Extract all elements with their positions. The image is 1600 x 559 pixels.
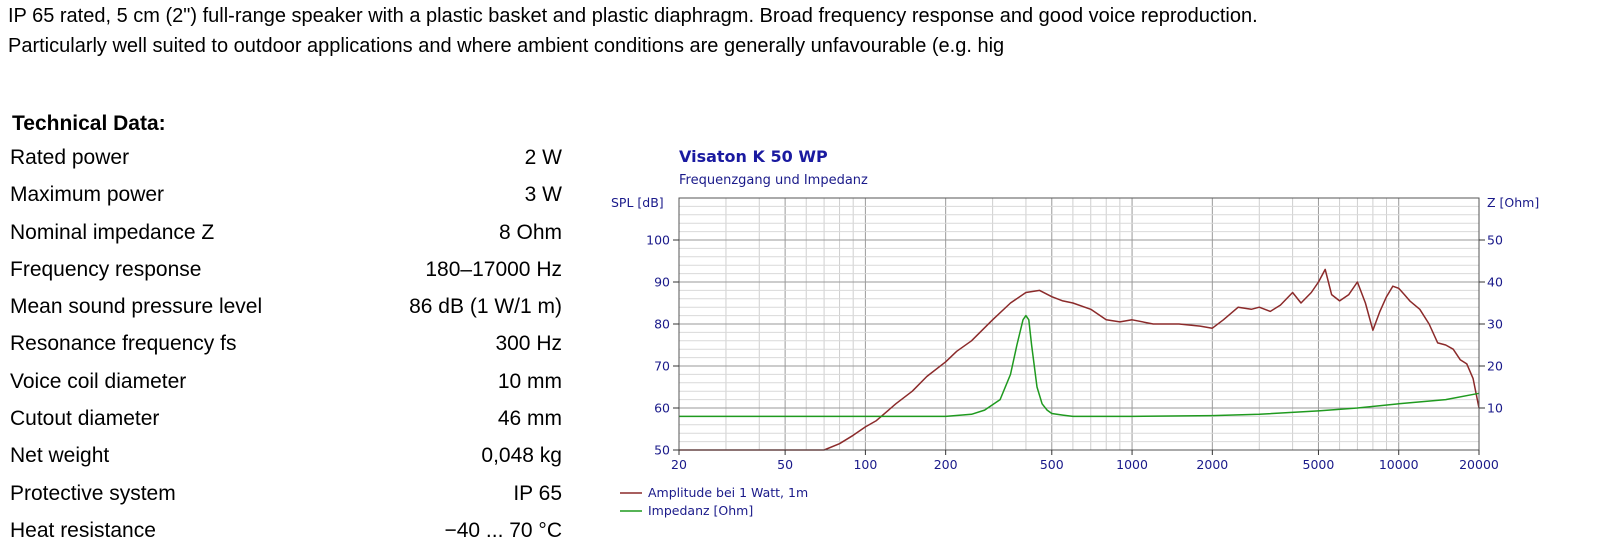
spec-label: Net weight [10, 444, 110, 468]
technical-data-table: Rated power 2 W Maximum power 3 W Nominal … [10, 142, 562, 552]
x-tick-label: 100 [853, 457, 877, 472]
spec-value: 0,048 kg [481, 444, 562, 468]
legend-label-amplitude: Amplitude bei 1 Watt, 1m [648, 485, 808, 500]
chart-subtitle: Frequenzgang und Impedanz [679, 173, 868, 188]
spec-value: IP 65 [513, 481, 562, 505]
spec-label: Resonance frequency fs [10, 332, 237, 356]
y-tick-label: 60 [654, 401, 670, 416]
y2-tick-label: 10 [1487, 401, 1503, 416]
y-tick-label: 70 [654, 359, 670, 374]
impedance-series-line [679, 314, 1480, 418]
spec-label: Heat resistance [10, 518, 156, 542]
legend: Amplitude bei 1 Watt, 1m Impedanz [Ohm] [620, 485, 808, 518]
x-tick-label: 20 [671, 457, 687, 472]
y-tick-label: 100 [646, 233, 670, 248]
spec-row-net-weight: Net weight 0,048 kg [10, 440, 562, 477]
spec-label: Mean sound pressure level [10, 295, 263, 319]
y2-axis-label: Z [Ohm] [1487, 195, 1539, 210]
x-tick-label: 1000 [1116, 457, 1148, 472]
amplitude-series-line [679, 268, 1480, 451]
x-tick-label: 50 [777, 457, 793, 472]
series-lines [679, 268, 1480, 451]
y-tick-label: 90 [654, 275, 670, 290]
spec-value: −40 ... 70 °C [444, 518, 562, 542]
spec-label: Voice coil diameter [10, 369, 187, 393]
spec-row-voice-coil-diameter: Voice coil diameter 10 mm [10, 366, 562, 403]
spec-row-rated-power: Rated power 2 W [10, 142, 562, 179]
frequency-impedance-chart: Visaton K 50 WP Frequenzgang und Impedan… [611, 147, 1539, 518]
spec-value: 300 Hz [495, 332, 562, 356]
spec-label: Protective system [10, 481, 176, 505]
y2-tick-label: 20 [1487, 359, 1503, 374]
spec-value: 2 W [524, 146, 562, 169]
x-tick-label: 5000 [1303, 457, 1335, 472]
y2-tick-label: 30 [1487, 317, 1503, 332]
spec-label: Cutout diameter [10, 407, 160, 431]
y-tick-label: 80 [654, 317, 670, 332]
spec-label: Rated power [10, 146, 130, 169]
axis-ticks: 20 50 100 200 500 1000 2000 5000 10000 2000050607… [646, 233, 1503, 473]
chart-title: Visaton K 50 WP [679, 147, 828, 166]
y2-tick-label: 40 [1487, 275, 1503, 290]
legend-label-impedance: Impedanz [Ohm] [648, 503, 753, 518]
spec-value: 180–17000 Hz [425, 257, 562, 281]
spec-row-mean-spl: Mean sound pressure level 86 dB (1 W/1 m) [10, 291, 562, 328]
spec-value: 8 Ohm [498, 220, 562, 244]
spec-value: 3 W [524, 183, 562, 207]
y-axis-label: SPL [dB] [611, 195, 664, 210]
y2-tick-label: 50 [1487, 233, 1503, 248]
spec-label: Frequency response [10, 257, 202, 281]
spec-value: 86 dB (1 W/1 m) [409, 295, 562, 319]
spec-label: Nominal impedance Z [10, 220, 215, 244]
technical-data-heading: Technical Data: [12, 112, 166, 135]
spec-row-nominal-impedance: Nominal impedance Z 8 Ohm [10, 217, 562, 254]
spec-row-protective-system: Protective system IP 65 [10, 478, 562, 515]
description-line-1: IP 65 rated, 5 cm (2") full-range speake… [8, 5, 1258, 27]
x-tick-label: 200 [934, 457, 958, 472]
spec-value: 10 mm [497, 369, 562, 393]
spec-row-frequency-response: Frequency response 180–17000 Hz [10, 254, 562, 291]
spec-value: 46 mm [497, 407, 562, 431]
spec-row-cutout-diameter: Cutout diameter 46 mm [10, 403, 562, 440]
spec-row-maximum-power: Maximum power 3 W [10, 179, 562, 216]
spec-label: Maximum power [10, 183, 165, 207]
description-line-2: Particularly well suited to outdoor appl… [8, 35, 1005, 57]
spec-row-heat-resistance: Heat resistance −40 ... 70 °C [10, 515, 562, 552]
x-tick-label: 20000 [1459, 457, 1499, 472]
spec-row-resonance-frequency: Resonance frequency fs 300 Hz [10, 328, 562, 365]
x-tick-label: 10000 [1379, 457, 1419, 472]
y-tick-label: 50 [654, 443, 670, 458]
x-tick-label: 500 [1040, 457, 1064, 472]
grid-lines [678, 197, 1480, 451]
x-tick-label: 2000 [1196, 457, 1228, 472]
